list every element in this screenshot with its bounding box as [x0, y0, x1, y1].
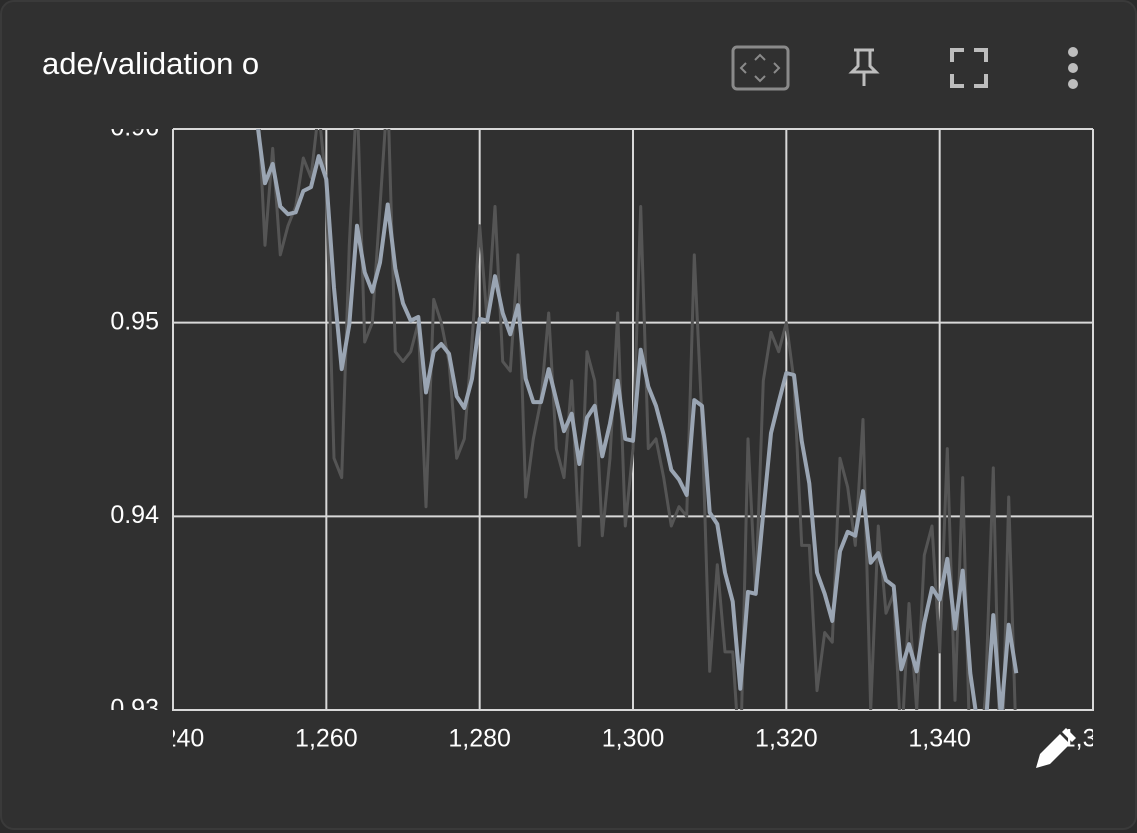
x-axis-labels: 1,240 1,260 1,280 1,300 1,320 1,340 1,360 [142, 725, 1093, 753]
pin-button[interactable] [848, 48, 880, 86]
y-tick-label: 0.94 [110, 501, 159, 529]
fit-domain-button[interactable] [731, 45, 790, 91]
y-axis-labels: 0.93 0.94 0.95 0.96 [110, 114, 159, 723]
edit-button[interactable] [1036, 728, 1076, 768]
x-tick-label: 1,320 [755, 725, 818, 753]
x-tick-label: 1,300 [602, 725, 665, 753]
fit-icon [731, 45, 790, 91]
more-button[interactable] [1068, 47, 1078, 89]
series-line [257, 129, 1017, 710]
x-tick-label: 1,340 [908, 725, 971, 753]
plot-lines [256, 129, 1019, 710]
fullscreen-button[interactable] [950, 48, 988, 88]
fit-arrows [739, 53, 781, 83]
series-line [256, 129, 1019, 710]
y-tick-label: 0.95 [110, 307, 159, 335]
x-tick-label: 1,260 [295, 725, 358, 753]
axis-frame [172, 129, 1094, 711]
chart-title: ade/validation o [42, 46, 259, 81]
y-tick-label: 0.93 [110, 695, 159, 723]
y-tick-label: 0.96 [110, 114, 159, 142]
x-tick-label: 1,240 [142, 725, 205, 753]
x-tick-label: 1,280 [448, 725, 511, 753]
